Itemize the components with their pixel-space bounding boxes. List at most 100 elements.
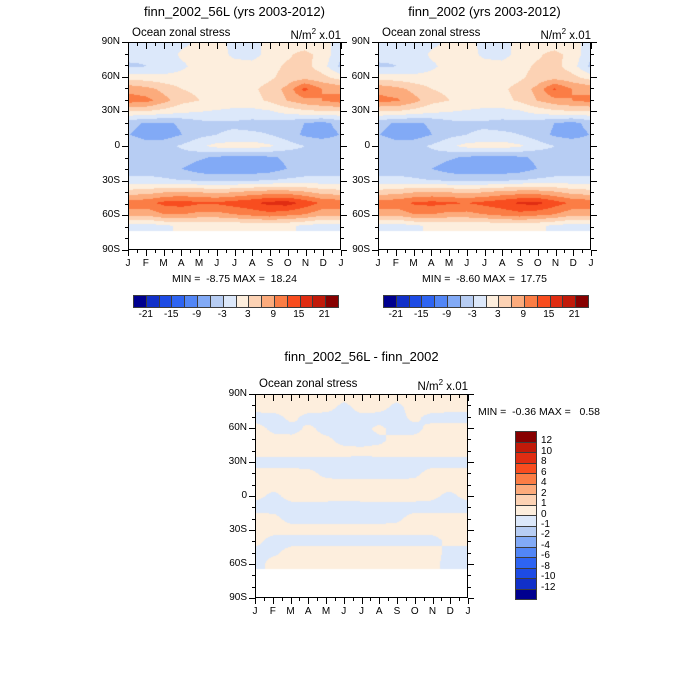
x-axis-minor-tick: [511, 250, 513, 253]
x-axis-tick: [323, 250, 325, 256]
y-axis-tick: [591, 53, 594, 55]
y-axis-tick: [591, 203, 594, 205]
colorbar-label: 6: [541, 466, 547, 478]
units-superscript: 2: [311, 27, 317, 36]
y-axis-tick: [468, 586, 471, 588]
y-axis-tick: [468, 484, 471, 486]
colorbar-box: [222, 296, 236, 307]
x-axis-label: J: [252, 606, 258, 617]
x-axis-tick: [290, 395, 292, 401]
panel-c-title: finn_2002_56L - finn_2002: [284, 349, 439, 364]
colorbar-box: [472, 296, 486, 307]
colorbar-label: 1: [541, 498, 547, 510]
colorbar-box: [516, 504, 536, 515]
y-axis-label: 90N: [228, 388, 247, 399]
x-axis-minor-tick: [261, 43, 263, 46]
colorbar-label: -2: [541, 529, 550, 541]
x-axis-minor-tick: [546, 43, 548, 46]
x-axis-tick: [414, 598, 416, 604]
x-axis-minor-tick: [314, 250, 316, 253]
x-axis-tick: [270, 43, 271, 49]
x-axis-label: A: [498, 258, 506, 269]
y-axis-tick: [591, 134, 594, 136]
panel-c-field-label: Ocean zonal stress: [259, 378, 358, 390]
x-axis-tick: [287, 43, 289, 49]
x-axis-tick: [361, 598, 363, 604]
colorbar-label: -9: [192, 309, 202, 320]
y-axis-tick: [252, 507, 255, 509]
x-axis-minor-tick: [334, 598, 336, 601]
x-axis-label: D: [569, 258, 577, 269]
colorbar-label: -21: [388, 309, 403, 320]
x-axis-label: A: [427, 258, 435, 269]
x-axis-minor-tick: [278, 43, 280, 46]
y-axis-tick: [468, 507, 471, 509]
colorbar-box: [498, 296, 512, 307]
x-axis-tick: [378, 43, 379, 49]
x-axis-minor-tick: [422, 250, 424, 253]
y-axis-tick: [591, 122, 594, 124]
y-axis-tick: [468, 462, 474, 463]
x-axis-minor-tick: [493, 250, 495, 253]
x-axis-tick: [163, 43, 165, 49]
y-axis-tick: [375, 122, 378, 124]
colorbar-label: -15: [414, 309, 429, 320]
y-axis-tick: [249, 462, 255, 463]
y-axis-tick: [375, 53, 378, 55]
colorbar-label: -3: [467, 309, 477, 320]
colorbar-box: [299, 296, 313, 307]
y-axis-label: 0: [241, 490, 247, 501]
colorbar-label: -6: [541, 550, 550, 562]
colorbar-label: -8: [541, 560, 550, 572]
x-axis-tick: [216, 250, 218, 256]
x-axis-minor-tick: [475, 250, 477, 253]
y-axis-tick: [468, 394, 474, 395]
x-axis-label: J: [464, 258, 470, 269]
y-axis-tick: [249, 496, 255, 497]
y-axis-label: 30N: [101, 105, 120, 117]
colorbar-label: 9: [520, 309, 527, 320]
y-axis-tick: [591, 146, 597, 147]
y-axis-tick: [125, 169, 128, 171]
y-axis-tick: [591, 226, 594, 228]
x-axis-minor-tick: [332, 43, 334, 46]
x-axis-tick: [305, 43, 307, 49]
y-axis-tick: [375, 238, 378, 240]
y-axis-tick: [375, 65, 378, 67]
x-axis-label: J: [359, 606, 364, 617]
x-axis-label: O: [410, 606, 419, 617]
x-axis-tick: [343, 395, 345, 401]
y-axis-label: 60S: [352, 209, 370, 221]
units-superscript: 2: [561, 27, 567, 36]
y-axis-tick: [122, 76, 128, 78]
colorbar-box: [516, 452, 536, 463]
x-axis-minor-tick: [299, 598, 301, 601]
panel-a-title: finn_2002_56L (yrs 2003-2012): [144, 4, 325, 19]
panel-c-colorbar: [515, 431, 537, 600]
y-axis-tick: [591, 65, 594, 67]
x-axis-tick: [128, 43, 129, 49]
colorbar-box: [516, 441, 536, 452]
x-axis-minor-tick: [136, 250, 138, 253]
panel-b-field-label: Ocean zonal stress: [382, 27, 481, 39]
x-axis-tick: [450, 598, 452, 604]
colorbar-label: 9: [270, 309, 277, 320]
x-axis-tick: [591, 43, 592, 49]
y-axis-tick: [125, 203, 128, 205]
units-text: N/m: [417, 380, 439, 393]
colorbar-label: 3: [244, 309, 251, 320]
y-axis-tick: [591, 157, 594, 159]
x-axis-tick: [484, 43, 486, 49]
y-axis-tick: [341, 53, 344, 55]
colorbar-box: [145, 296, 159, 307]
x-axis-label: J: [214, 258, 220, 269]
y-axis-label: 90N: [351, 36, 370, 47]
x-axis-label: J: [338, 258, 344, 269]
y-axis-tick: [125, 122, 128, 124]
y-axis-tick: [468, 552, 471, 554]
x-axis-minor-tick: [423, 395, 425, 398]
x-axis-tick: [449, 250, 450, 256]
y-axis-tick: [372, 215, 378, 217]
x-axis-tick: [128, 250, 129, 256]
x-axis-minor-tick: [314, 43, 316, 46]
